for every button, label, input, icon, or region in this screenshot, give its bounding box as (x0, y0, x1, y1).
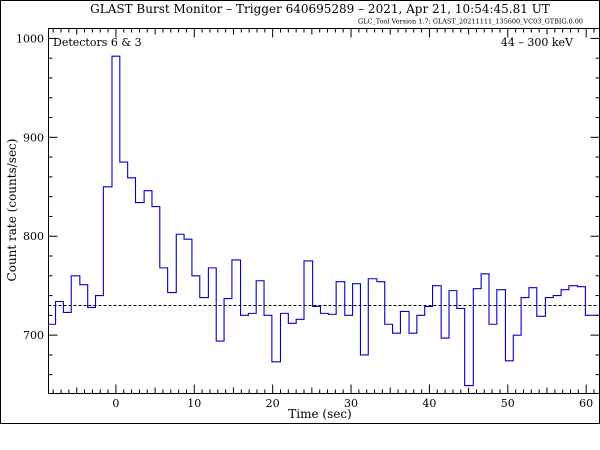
x-tick-label: 20 (266, 397, 280, 410)
x-tick-label: 40 (422, 397, 436, 410)
x-tick-label: 50 (501, 397, 515, 410)
axis-ticks (48, 28, 600, 394)
outer-frame (0, 0, 600, 424)
y-tick-labels: 700 800 900 1000 (16, 32, 44, 342)
y-tick-label: 800 (23, 230, 44, 243)
y-tick-label: 700 (23, 329, 44, 342)
x-tick-label: 30 (344, 397, 358, 410)
chart-subtitle: GLC_Tool Version 1.7; GLAST_20211111_135… (358, 18, 583, 26)
panel-label-energy: 44 – 300 keV (501, 36, 574, 49)
x-tick-labels: 0 10 20 30 40 50 60 (112, 397, 593, 410)
x-tick-label: 60 (579, 397, 593, 410)
y-tick-label: 900 (23, 131, 44, 144)
x-axis-label: Time (sec) (288, 407, 351, 421)
chart-title: GLAST Burst Monitor – Trigger 640695289 … (90, 2, 550, 16)
plot-frame (48, 28, 600, 394)
panel-label-detectors: Detectors 6 & 3 (53, 36, 142, 49)
series-line (48, 55, 600, 387)
y-tick-label: 1000 (16, 32, 44, 45)
x-tick-label: 10 (187, 397, 201, 410)
plot-area (48, 28, 600, 394)
y-axis-label: Count rate (counts/sec) (5, 139, 19, 282)
x-tick-label: 0 (112, 397, 119, 410)
